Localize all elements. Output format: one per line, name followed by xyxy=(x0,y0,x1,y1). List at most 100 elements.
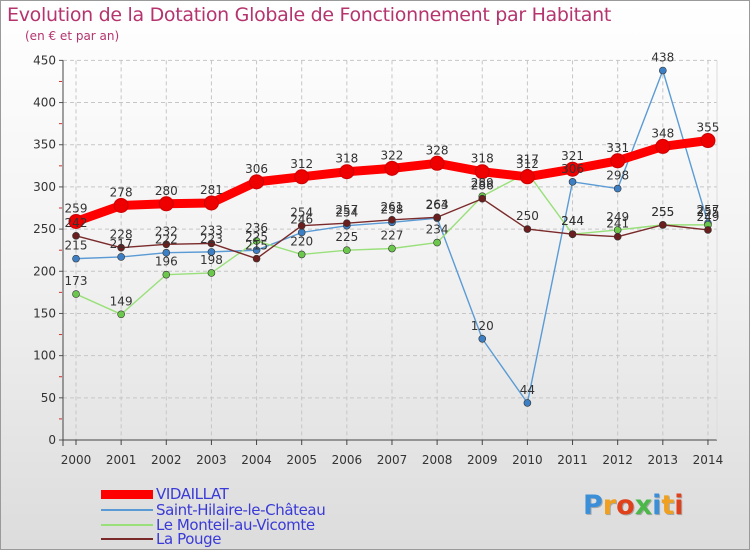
data-label: 249 xyxy=(697,210,720,224)
data-point-3 xyxy=(704,226,712,234)
data-point-0 xyxy=(249,174,265,190)
data-label: 232 xyxy=(155,224,178,238)
data-point-1 xyxy=(162,248,171,257)
data-point-2 xyxy=(117,310,125,319)
x-tick-label: 2008 xyxy=(422,453,453,467)
data-label: 312 xyxy=(516,157,539,171)
data-point-3 xyxy=(343,219,351,227)
data-label: 246 xyxy=(290,212,313,226)
y-tick-label: 300 xyxy=(33,180,56,194)
data-point-2 xyxy=(297,250,306,259)
data-label: 149 xyxy=(110,294,133,308)
data-label: 173 xyxy=(65,274,88,288)
y-tick-label: 0 xyxy=(48,433,56,447)
data-label: 257 xyxy=(697,203,720,217)
x-tick-label: 2012 xyxy=(602,453,633,467)
chart-title: Evolution de la Dotation Globale de Fonc… xyxy=(7,4,612,26)
data-point-1 xyxy=(478,334,487,343)
data-label: 241 xyxy=(606,217,629,231)
data-label: 318 xyxy=(335,152,358,166)
data-point-0 xyxy=(429,155,445,171)
data-label: 225 xyxy=(245,230,268,244)
data-point-0 xyxy=(565,161,581,177)
data-label: 322 xyxy=(381,148,404,162)
x-tick-label: 2010 xyxy=(512,453,543,467)
data-label: 258 xyxy=(381,202,404,216)
logo-letter: i xyxy=(674,490,684,521)
data-label: 255 xyxy=(651,205,674,219)
data-label: 254 xyxy=(290,206,313,220)
logo-letter: r xyxy=(602,490,617,521)
data-label: 306 xyxy=(245,162,268,176)
data-point-2 xyxy=(162,270,171,279)
logo-letter: x xyxy=(634,490,653,521)
data-label: 255 xyxy=(651,205,674,219)
data-point-0 xyxy=(158,196,174,212)
legend-item: La Pouge xyxy=(101,530,221,548)
data-label: 255 xyxy=(697,205,720,219)
data-label: 244 xyxy=(561,214,584,228)
data-label: 263 xyxy=(426,198,449,212)
data-label: 225 xyxy=(335,230,358,244)
y-tick-label: 100 xyxy=(33,349,56,363)
data-label: 312 xyxy=(290,157,313,171)
data-point-2 xyxy=(252,237,261,245)
data-label: 286 xyxy=(471,179,494,193)
data-label: 228 xyxy=(110,228,133,242)
x-tick-label: 2007 xyxy=(377,453,408,467)
data-point-3 xyxy=(252,254,261,263)
x-tick-label: 2014 xyxy=(693,453,724,467)
data-label: 242 xyxy=(65,216,88,230)
legend-item: Saint-Hilaire-le-Château xyxy=(101,501,326,519)
data-point-0 xyxy=(474,164,490,180)
data-point-0 xyxy=(339,164,355,180)
data-label: 261 xyxy=(381,200,404,214)
data-label: 223 xyxy=(200,232,223,246)
data-point-1 xyxy=(72,254,80,263)
x-tick-label: 2001 xyxy=(106,453,137,467)
data-label: 281 xyxy=(200,183,223,197)
data-label: 280 xyxy=(155,184,178,198)
data-point-1 xyxy=(252,246,261,254)
data-label: 331 xyxy=(606,141,629,155)
data-point-3 xyxy=(72,232,80,240)
data-label: 215 xyxy=(65,239,88,253)
x-tick-label: 2009 xyxy=(467,453,498,467)
data-point-0 xyxy=(655,138,671,154)
data-point-3 xyxy=(297,221,306,230)
legend-swatch xyxy=(101,538,153,540)
y-tick-label: 150 xyxy=(33,306,56,320)
data-point-0 xyxy=(68,214,84,230)
data-label: 321 xyxy=(561,149,584,163)
data-point-2 xyxy=(388,244,396,253)
data-label: 438 xyxy=(651,51,674,65)
data-point-1 xyxy=(659,66,667,75)
logo-letter: o xyxy=(616,490,635,521)
x-tick-label: 2004 xyxy=(241,453,272,467)
data-label: 264 xyxy=(426,197,449,211)
data-point-0 xyxy=(294,169,310,185)
legend-label: Le Monteil-au-Vicomte xyxy=(156,516,315,534)
y-tick-label: 400 xyxy=(33,96,56,110)
data-point-2 xyxy=(433,238,441,247)
data-label: 289 xyxy=(471,176,494,190)
data-point-0 xyxy=(610,153,626,169)
data-label: 355 xyxy=(697,121,720,135)
data-point-1 xyxy=(523,399,532,407)
data-point-1 xyxy=(613,184,622,193)
proxiti-logo: Proxiti xyxy=(583,490,684,521)
data-label: 348 xyxy=(651,126,674,140)
data-label: 328 xyxy=(426,143,449,157)
data-label: 217 xyxy=(110,237,133,251)
logo-letter: t xyxy=(661,490,675,521)
legend-swatch xyxy=(101,509,153,511)
x-tick-label: 2013 xyxy=(648,453,679,467)
data-label: 278 xyxy=(110,185,133,199)
x-tick-label: 2005 xyxy=(286,453,317,467)
x-tick-label: 2006 xyxy=(332,453,363,467)
y-tick-label: 250 xyxy=(33,222,56,236)
data-label: 227 xyxy=(381,229,404,243)
data-label: 234 xyxy=(426,223,449,237)
x-tick-label: 2000 xyxy=(61,453,92,467)
data-point-3 xyxy=(478,194,487,203)
